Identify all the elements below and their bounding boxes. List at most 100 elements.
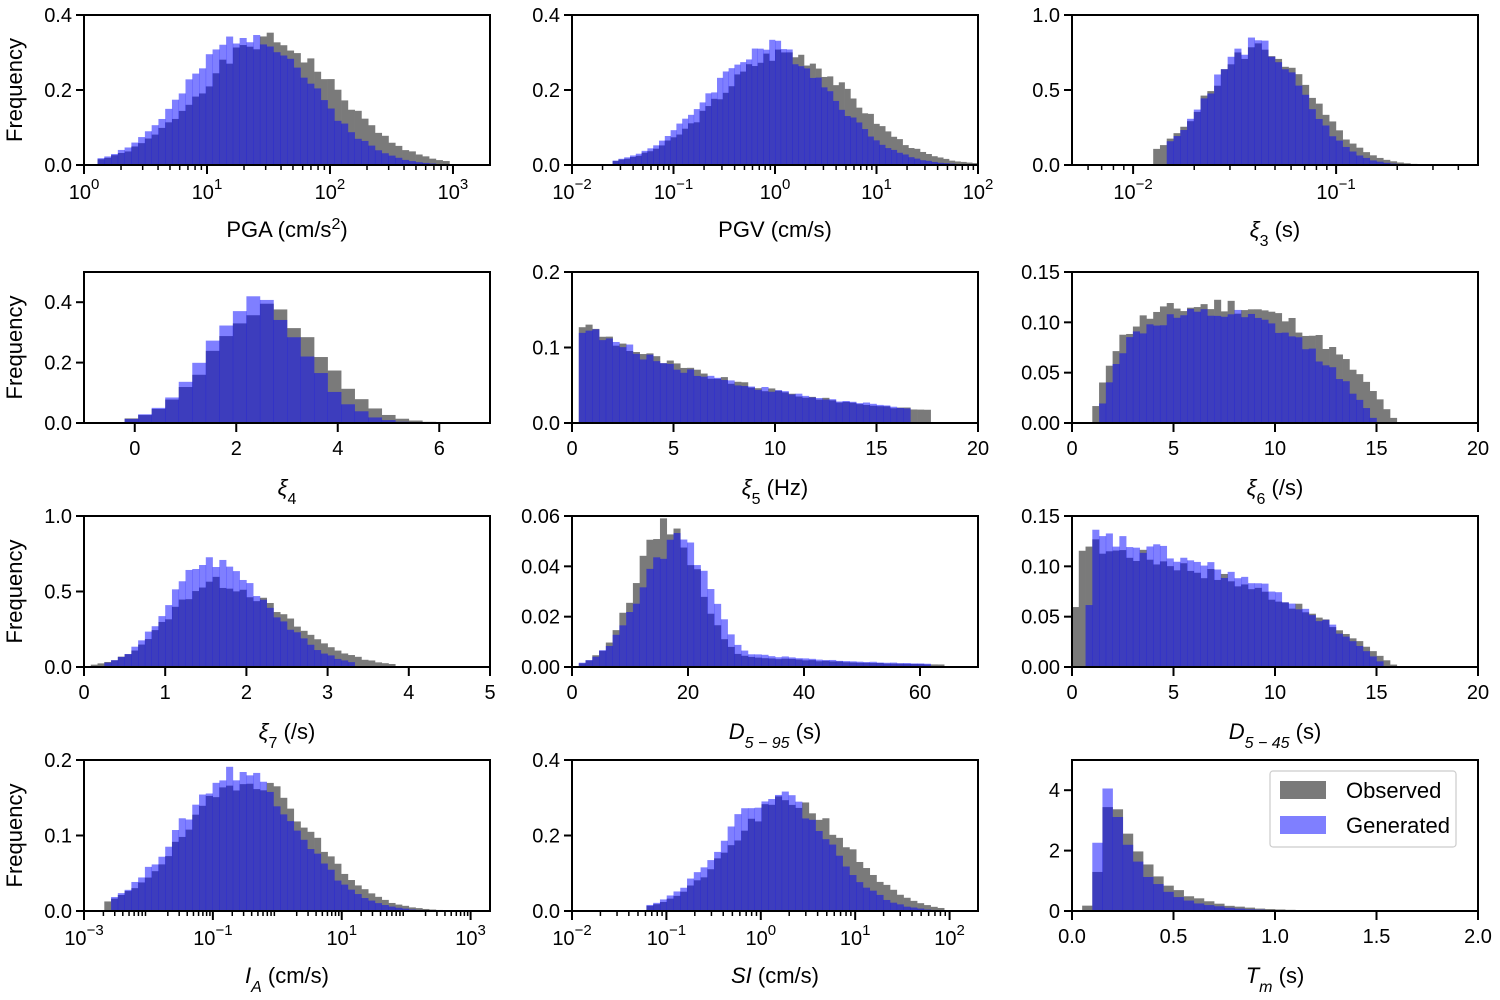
legend-swatch-observed [1280,781,1326,799]
generated-bar [1281,69,1289,165]
generated-bar [1207,315,1215,423]
generated-bar [1102,788,1113,911]
generated-bar [320,100,328,165]
x-tick-label: 5 [484,682,495,704]
generated-bar [1146,546,1154,667]
x-tick-label: 0.0 [1058,926,1086,948]
generated-bar [849,401,857,423]
generated-bar [144,631,152,667]
generated-bar [585,330,593,423]
x-tick-label: 10−2 [552,922,591,950]
generated-bar [226,766,234,911]
generated-bar [232,43,240,166]
generated-bar [720,380,728,423]
generated-bar [1329,367,1337,423]
generated-bar [780,49,787,165]
generated-series-si [646,791,938,911]
generated-bar [1247,37,1255,165]
generated-bar [151,407,166,423]
generated-bar [931,161,938,165]
generated-bar [192,362,207,423]
generated-bar [381,905,389,911]
generated-bar [287,821,295,911]
observed-bar [914,148,921,165]
generated-bar [1153,884,1164,911]
generated-bar [239,772,247,911]
y-tick-label: 0.0 [44,657,72,679]
generated-bar [641,150,648,165]
generated-bar [1254,583,1262,667]
generated-bar [876,404,884,423]
generated-bar [781,791,789,911]
x-tick-label: 103 [438,176,469,204]
generated-bar [1099,536,1107,667]
generated-bar [1132,547,1140,667]
generated-bar [754,807,762,911]
x-tick-label: 5 [1168,682,1179,704]
generated-bar [795,801,803,911]
generated-bar [1166,141,1174,165]
generated-bar [341,884,349,911]
panel-pgv: 0.0 0.2 0.4 10−2 10−1 100 101 102 PGV (cm/s) [532,5,993,242]
generated-bar [185,569,193,667]
panel-d545: 0.00 0.05 0.10 0.15 0 5 10 15 20 D5 − 45 (s) [1021,506,1489,752]
x-tick-label: 10−2 [1113,176,1152,204]
y-tick-label: 0.1 [44,826,72,848]
generated-bar [842,401,850,423]
generated-bar [1227,571,1235,667]
generated-bar [165,397,180,423]
generated-bar [1187,118,1195,165]
y-axis-label: Frequency [2,784,27,888]
generated-bar [293,67,301,165]
generated-bar [293,632,301,667]
generated-bar [1362,157,1371,165]
y-tick-label: 0.2 [532,826,560,848]
generated-bar [705,93,712,165]
generated-bar [734,644,742,667]
generated-bar [925,160,932,165]
generated-bar [287,337,301,423]
x-tick-label: 4 [403,682,414,704]
generated-bar [804,68,811,165]
generated-bar [178,93,186,165]
generated-bar [829,399,837,423]
generated-bar [1126,547,1134,667]
x-tick-label: 20 [967,438,989,460]
generated-bar [885,148,892,165]
generated-bar [699,102,706,165]
generated-bar [903,906,911,911]
generated-bar [1268,56,1276,165]
generated-bar [1220,577,1228,667]
observed-bar [1376,157,1384,165]
generated-bar [664,135,671,165]
observed-bar [90,664,98,667]
x-tick-label: 1.0 [1261,926,1289,948]
generated-bar [821,87,828,165]
x-axis-label: ξ6 (/s) [1247,475,1304,508]
generated-series-pgv [612,39,967,166]
generated-bar [747,808,755,911]
y-tick-label: 0.2 [532,262,560,284]
generated-bar [388,155,396,165]
generated-bar [104,156,112,165]
generated-bar [653,145,660,165]
generated-bar [300,77,308,165]
generated-bar [219,559,227,667]
generated-bar [1322,619,1330,667]
generated-bar [300,638,308,667]
y-tick-label: 0.5 [1032,80,1060,102]
generated-bar [842,866,850,911]
generated-bar [124,889,132,911]
generated-bar [1356,645,1364,667]
generated-bar [734,814,742,911]
generated-bar [1193,903,1205,911]
x-tick-label: 101 [326,922,357,950]
generated-bar [205,340,220,423]
generated-bar [815,77,822,165]
generated-bar [883,662,891,667]
generated-bar [1342,636,1350,667]
generated-bar [138,877,146,911]
observed-bar [402,905,410,911]
x-axis-label: SI (cm/s) [731,963,819,988]
generated-bar [239,37,247,166]
